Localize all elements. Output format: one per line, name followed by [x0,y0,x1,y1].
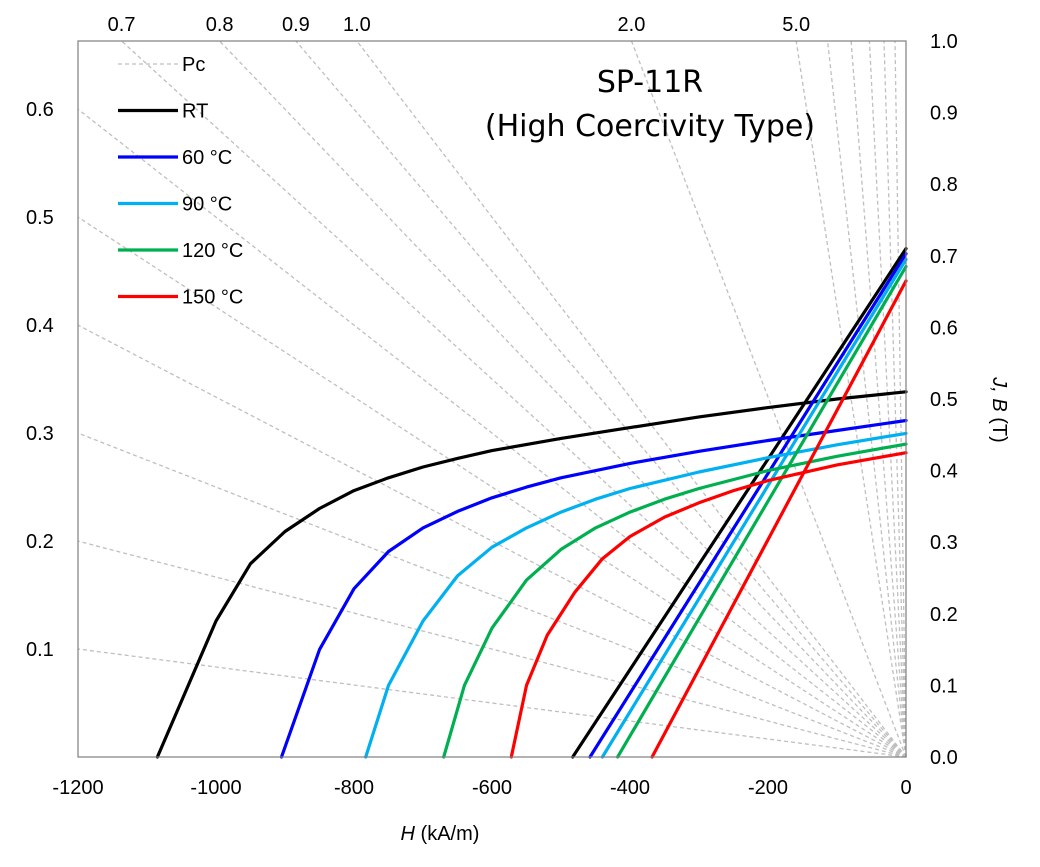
y2-axis-label-symbol: J, B [988,376,1010,411]
x-axis-label: H (kA/m) [401,823,480,845]
y-right-tick-label: 0.4 [930,461,958,483]
y-left-tick-label: 0.5 [26,207,54,229]
x-tick-label: -600 [472,777,512,799]
series-line-j [364,431,908,759]
legend-label: 120 °C [182,240,243,262]
y2-axis-label-unit: (T) [988,412,1010,443]
series-line-j [279,418,908,759]
pc-isoline-group [77,40,907,758]
series-line-b [650,279,908,759]
pc-top-tick-label: 0.8 [206,14,234,36]
pc-top-ticks: 0.7 0.8 0.9 1.0 2.0 5.0 [108,14,810,36]
pc-isoline [630,40,907,758]
series-group [155,247,908,759]
pc-isoline [77,324,907,758]
pc-isoline [883,40,907,758]
y-left-tick-label: 0.4 [26,315,54,337]
y-left-axis-ticks: 0.1 0.2 0.3 0.4 0.5 0.6 [26,99,54,661]
y-right-tick-label: 0.1 [930,675,958,697]
plot-area-frame [77,40,907,758]
pc-isoline [894,40,907,758]
y-right-tick-label: 1.0 [930,31,958,53]
pc-isoline [77,540,907,758]
y-left-tick-label: 0.2 [26,531,54,553]
chart-title: SP-11R [597,65,703,100]
y-right-tick-label: 0.2 [930,604,958,626]
pc-isoline [826,40,907,758]
x-tick-label: -1000 [190,777,241,799]
x-tick-label: -800 [334,777,374,799]
pc-isoline [77,432,907,758]
legend: Pc RT 60 °C 90 °C 120 °C 150 °C [118,54,243,309]
y-left-tick-label: 0.3 [26,423,54,445]
legend-label: Pc [182,54,205,76]
pc-isoline [295,40,907,758]
y-left-tick-label: 0.6 [26,99,54,121]
pc-isoline [850,40,907,758]
pc-isoline [795,40,907,758]
y-right-tick-label: 0.8 [930,174,958,196]
y2-axis-label: J, B (T) [988,376,1010,443]
y-right-tick-label: 0.0 [930,747,958,769]
legend-label: 90 °C [182,194,232,216]
x-axis-ticks: -1200 -1000 -800 -600 -400 -200 0 [52,777,911,799]
pc-isoline [356,40,907,758]
series-line-j [509,451,908,759]
pc-top-tick-label: 0.7 [108,14,136,36]
pc-top-tick-label: 2.0 [618,14,646,36]
series-line-b [600,257,908,759]
pc-isoline [77,108,907,758]
legend-label: RT [182,101,208,123]
y-right-tick-label: 0.7 [930,246,958,268]
legend-label: 60 °C [182,147,232,169]
pc-isoline [77,648,907,758]
chart-subtitle: (High Coercivity Type) [485,109,815,144]
series-line-b [615,264,908,759]
pc-top-tick-label: 5.0 [782,14,810,36]
pc-isoline [77,216,907,758]
x-axis-label-symbol: H [401,823,416,845]
y-right-axis-ticks: 0.0 0.1 0.2 0.3 0.4 0.5 0.6 0.7 0.8 0.9 1.0 [930,31,958,769]
series-line-b [588,252,908,759]
x-tick-label: -1200 [52,777,103,799]
x-tick-label: -200 [748,777,788,799]
x-tick-label: -400 [610,777,650,799]
series-line-j [442,442,908,759]
x-axis-label-unit: (kA/m) [415,823,479,845]
series-line-b [571,247,908,759]
pc-top-tick-label: 0.9 [282,14,310,36]
pc-isoline [868,40,907,758]
y-left-tick-label: 0.1 [26,639,54,661]
pc-top-tick-label: 1.0 [343,14,371,36]
pc-isoline [121,40,907,758]
x-tick-label: 0 [900,777,911,799]
y-right-tick-label: 0.3 [930,532,958,554]
y-right-tick-label: 0.6 [930,317,958,339]
y-right-tick-label: 0.5 [930,389,958,411]
pc-isoline [219,40,907,758]
series-line-j [155,390,908,759]
legend-label: 150 °C [182,287,243,309]
y-right-tick-label: 0.9 [930,103,958,125]
